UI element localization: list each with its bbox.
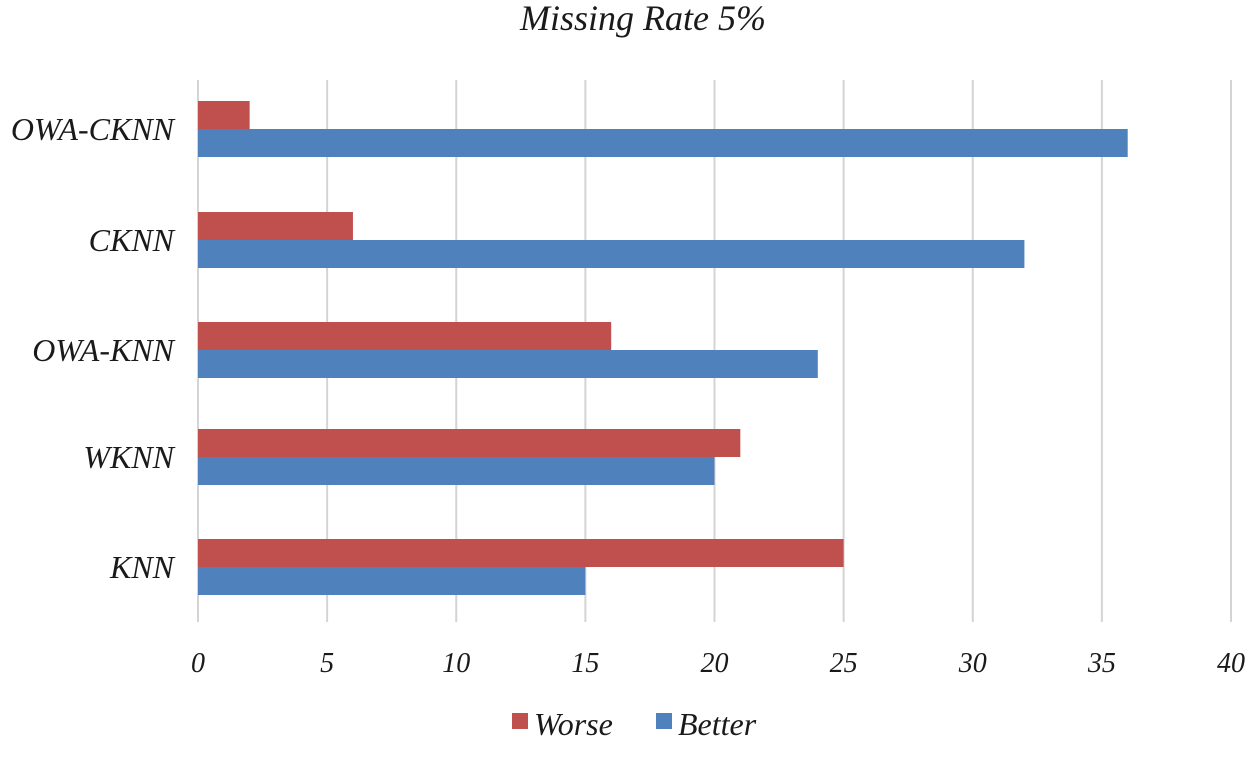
y-axis-categories: OWA-CKNN CKNN OWA-KNN WKNN KNN [11, 111, 176, 585]
category-label: OWA-CKNN [11, 111, 176, 147]
x-tick-label: 25 [830, 648, 858, 679]
legend-label-worse: Worse [534, 706, 613, 742]
bar-better-cknn [198, 240, 1025, 268]
bar-better-owa-cknn [198, 129, 1128, 157]
legend-swatch-better [656, 713, 672, 729]
category-label: OWA-KNN [32, 332, 175, 368]
legend-label-better: Better [678, 706, 757, 742]
x-tick-label: 10 [442, 648, 470, 679]
bar-worse-owa-knn [198, 322, 612, 350]
bar-worse-cknn [198, 212, 353, 240]
category-label: CKNN [89, 222, 176, 258]
x-tick-label: 35 [1087, 648, 1116, 679]
x-tick-label: 30 [958, 648, 987, 679]
x-tick-label: 20 [701, 648, 729, 679]
bar-worse-wknn [198, 429, 741, 457]
x-tick-label: 40 [1217, 648, 1245, 679]
bar-worse-owa-cknn [198, 101, 250, 129]
x-tick-label: 0 [191, 648, 205, 679]
bar-better-knn [198, 567, 586, 595]
x-tick-label: 5 [320, 648, 334, 679]
category-label: WKNN [83, 439, 175, 475]
legend: Worse Better [512, 706, 757, 742]
legend-swatch-worse [512, 713, 528, 729]
chart-title: Missing Rate 5% [519, 0, 766, 38]
category-label: KNN [109, 549, 176, 585]
x-axis-ticks: 0 5 10 15 20 25 30 35 40 [191, 648, 1245, 679]
bar-worse-knn [198, 539, 844, 567]
bar-better-owa-knn [198, 350, 818, 378]
bars [198, 101, 1128, 595]
x-tick-label: 15 [571, 648, 599, 679]
bar-better-wknn [198, 457, 715, 485]
